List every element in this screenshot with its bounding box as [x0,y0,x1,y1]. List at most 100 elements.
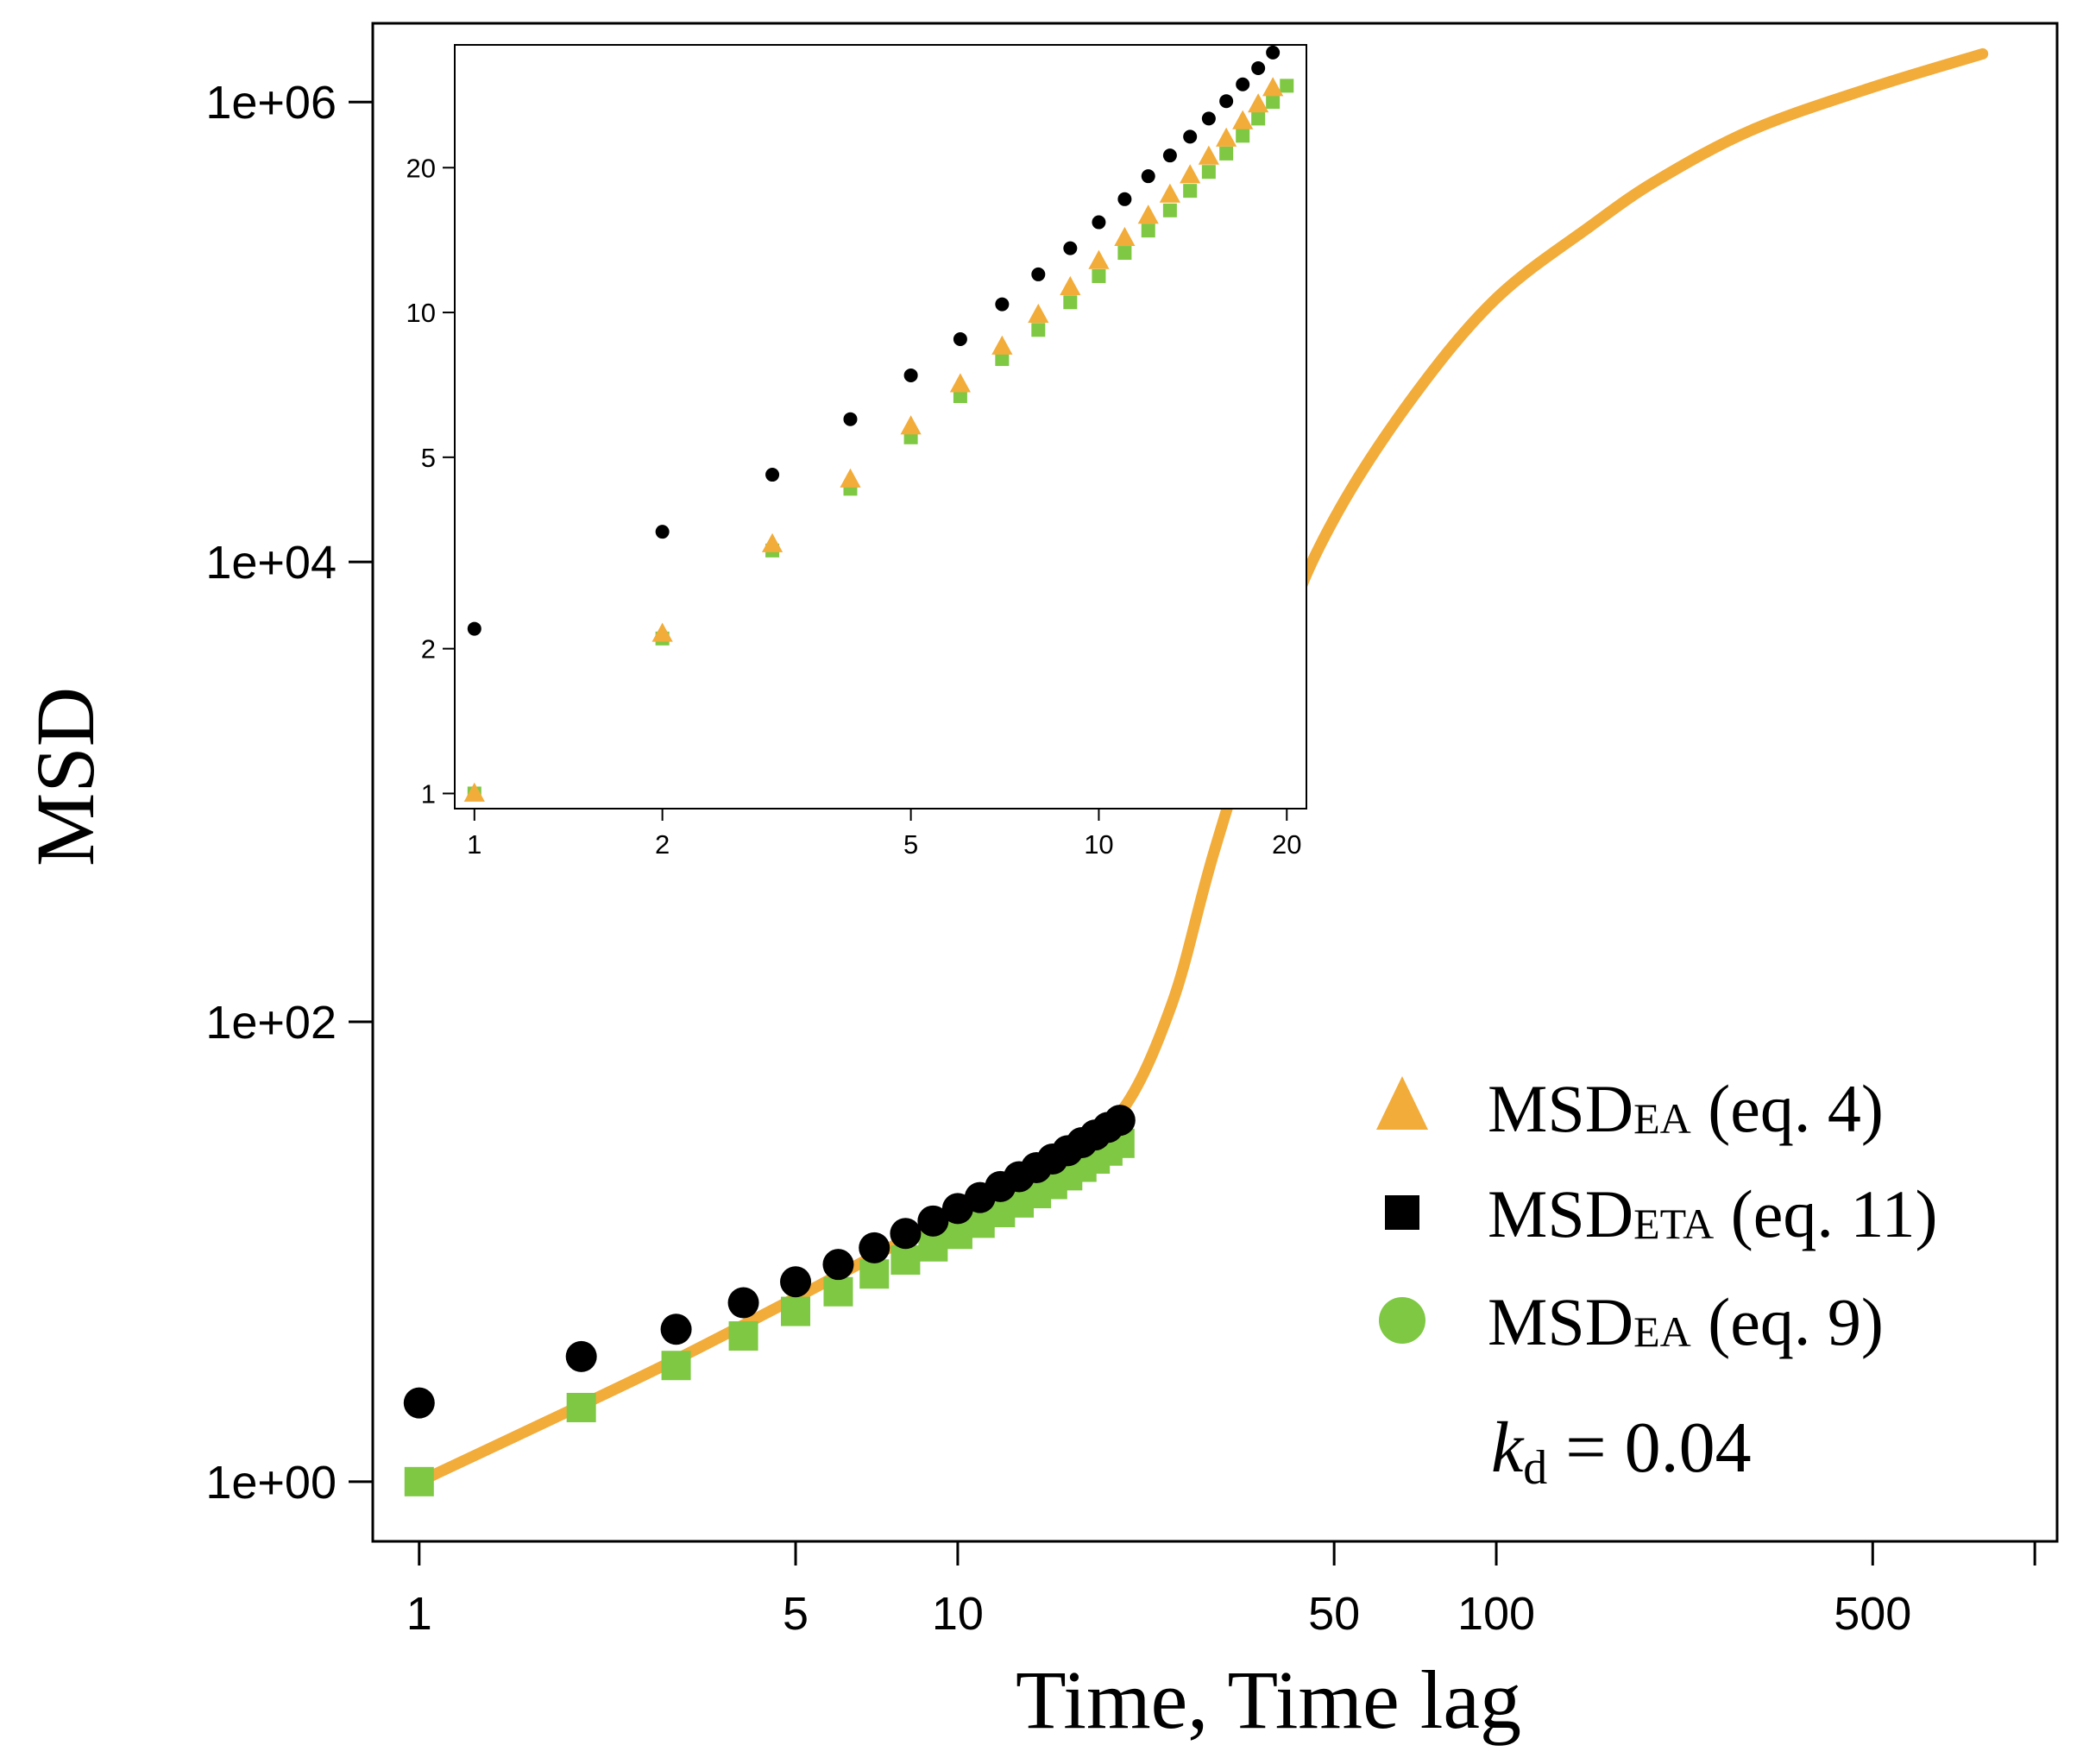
inset-triangle-point-15 [1216,127,1237,147]
inset-square-point-16 [1236,129,1250,143]
inset-circle-point-6 [995,297,1010,312]
inset-y-tick-label-1: 2 [421,634,436,665]
legend-triangle-icon [1376,1076,1428,1130]
inset-square-point-15 [1219,146,1234,161]
inset-square-point-19 [1280,79,1294,93]
inset-triangle-point-9 [1088,249,1110,269]
inset-square-point-7 [1031,323,1046,337]
main-circle-point-3 [727,1287,759,1319]
main-circle-point-2 [660,1314,692,1345]
legend-sub-2: EA [1633,1307,1691,1356]
legend-label-2: MSDEA (eq. 9) [1488,1284,1884,1359]
y-tick-label-3: 1e+06 [205,77,337,129]
inset-square-point-10 [1117,246,1132,261]
inset-square-point-18 [1266,95,1281,110]
x-tick-label-2: 10 [932,1588,984,1640]
inset-triangle-point-4 [900,415,922,435]
kd-annotation: kd = 0.04 [1491,1408,1752,1495]
inset-x-tick-label-1: 2 [655,829,670,860]
inset-triangle-point-2 [761,532,783,552]
inset-circle-point-1 [655,525,670,539]
inset-triangle-point-14 [1198,145,1219,165]
legend-label-1: MSDETA (eq. 11) [1488,1176,1937,1251]
inset-triangle-point-11 [1137,205,1159,224]
inset-y-tick-label-3: 10 [406,298,436,328]
inset-square-point-12 [1162,203,1177,217]
main-square-point-2 [661,1351,691,1381]
inset-triangle-point-17 [1248,93,1269,113]
inset-triangle-point-5 [949,373,972,393]
inset-circle-point-10 [1117,192,1132,206]
inset-triangle-point-16 [1232,110,1254,129]
inset-circle-point-18 [1266,45,1281,60]
legend-suffix-2: (eq. 9) [1691,1284,1884,1359]
main-circle-point-8 [917,1205,949,1237]
inset-y-tick-label-4: 20 [406,153,436,183]
inset-circle-point-7 [1031,267,1046,281]
inset-x-tick-label-0: 1 [467,829,481,860]
inset-circle-point-4 [903,368,918,382]
inset-x-tick-label-2: 5 [903,829,918,860]
legend-sub-1: ETA [1633,1200,1714,1248]
main-circle-point-6 [859,1232,890,1263]
inset-circle-point-15 [1219,94,1234,109]
legend-suffix-0: (eq. 4) [1691,1071,1884,1146]
legend-main-2: MSD [1488,1284,1633,1359]
main-square-point-6 [859,1259,890,1289]
inset-square-point-17 [1251,111,1266,126]
y-tick-label-2: 1e+04 [205,537,337,589]
inset-triangle-point-7 [1028,303,1049,323]
kd-value: = 0.04 [1547,1408,1751,1488]
legend-circle-icon [1379,1297,1425,1344]
legend-label-0: MSDEA (eq. 4) [1488,1071,1884,1146]
inset-triangle-point-13 [1180,164,1201,184]
kd-subscript: d [1523,1441,1547,1495]
main-circle-point-5 [822,1249,854,1281]
inset-frame [454,44,1307,810]
legend-suffix-1: (eq. 11) [1714,1176,1937,1251]
main-square-point-5 [823,1276,853,1307]
inset-y-tick-label-2: 5 [421,443,436,473]
legend: MSDEA (eq. 4)MSDETA (eq. 11)MSDEA (eq. 9… [1376,1071,1937,1359]
main-square-point-1 [566,1392,596,1422]
inset-circle-point-9 [1092,215,1106,230]
legend-main-1: MSD [1488,1176,1633,1251]
inset-square-point-9 [1092,268,1106,283]
inset-circle-point-14 [1201,111,1216,126]
inset-square-point-5 [953,389,967,404]
main-square-point-0 [404,1466,434,1496]
x-tick-label-0: 1 [406,1588,432,1640]
inset-x-tick-label-4: 20 [1272,829,1301,860]
inset-square-point-6 [995,352,1010,367]
inset-triangle-point-8 [1060,275,1081,295]
inset-triangle-point-6 [991,335,1013,355]
x-tick-label-4: 100 [1457,1588,1535,1640]
inset-circle-point-5 [953,332,967,347]
inset-square-point-11 [1141,224,1155,238]
x-tick-label-5: 500 [1834,1588,1911,1640]
x-tick-label-3: 50 [1308,1588,1360,1640]
y-axis-title: MSD [19,687,111,866]
inset-x-tick-label-3: 10 [1084,829,1113,860]
x-axis-title: Time, Time lag [1016,1654,1521,1746]
inset-triangle-point-10 [1114,226,1136,246]
main-square-point-3 [728,1321,758,1351]
inset-y-tick-label-0: 1 [421,778,436,809]
inset-square-point-14 [1201,165,1216,180]
kd-symbol: k [1491,1408,1525,1488]
inset-circle-point-12 [1162,148,1177,163]
main-circle-point-4 [780,1266,812,1298]
legend-main-0: MSD [1488,1071,1633,1146]
inset-triangle-point-3 [840,468,861,488]
inset-circle-point-0 [467,621,481,636]
main-square-point-7 [890,1245,921,1276]
inset-triangle-point-12 [1159,183,1180,203]
main-plot-frame [371,22,2059,1543]
inset-circle-point-2 [765,468,780,482]
inset-circle-point-11 [1141,169,1155,184]
inset-points [463,45,1294,802]
main-square-point-4 [781,1296,811,1326]
inset-square-point-13 [1183,184,1198,198]
main-square-point-8 [918,1232,948,1262]
